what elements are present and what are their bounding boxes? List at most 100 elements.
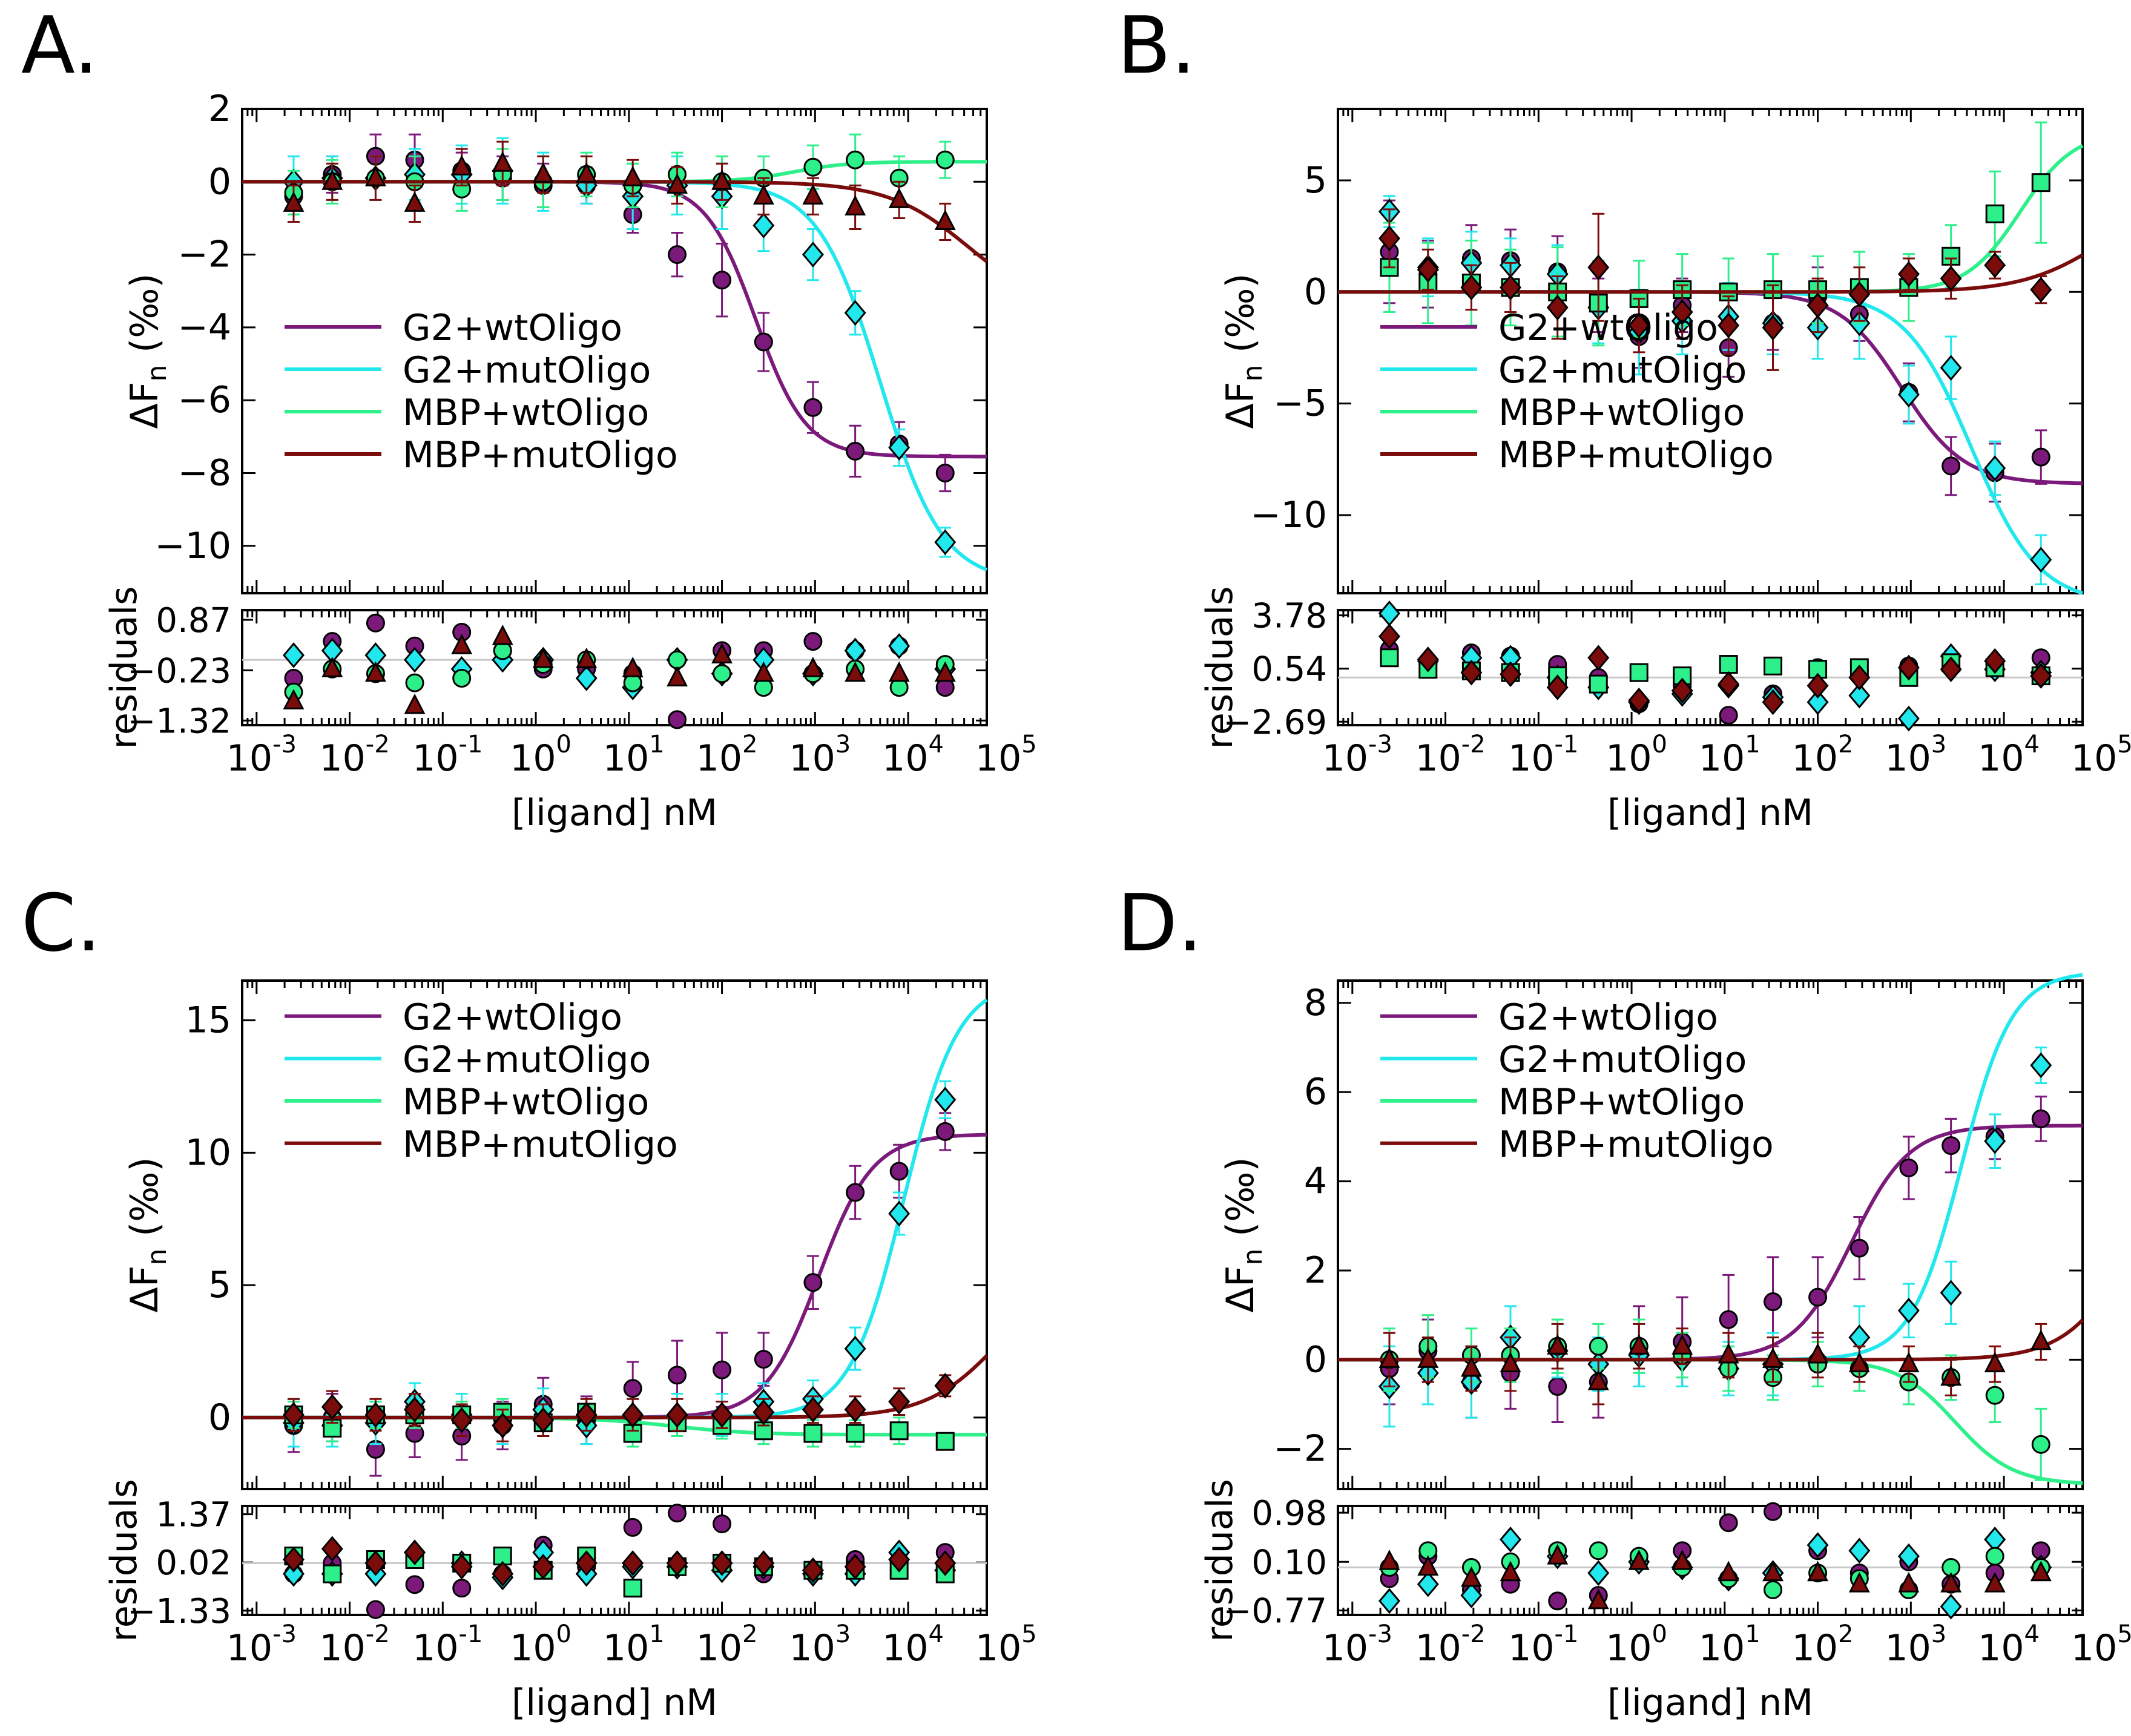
legend-entry: G2+wtOligo — [1498, 307, 1718, 349]
data-point — [532, 1407, 555, 1433]
data-point — [754, 332, 773, 352]
residual-tick-label: 3.78 — [1251, 597, 1327, 636]
x-axis-label: [ligand] nM — [1607, 792, 1813, 834]
data-point — [1762, 314, 1784, 341]
residual-point — [364, 1550, 387, 1576]
y-tick-label: −2 — [1274, 1428, 1327, 1470]
data-point — [668, 1366, 687, 1385]
residual-tick-label: −1.33 — [127, 1592, 231, 1631]
data-point — [1718, 312, 1740, 338]
residual-point — [1671, 677, 1693, 704]
data-point — [1546, 294, 1569, 321]
data-point — [1940, 1280, 1962, 1306]
data-point — [623, 1379, 642, 1398]
data-point — [803, 1424, 823, 1443]
data-point — [1548, 1377, 1567, 1396]
x-tick-label: 102 — [696, 1620, 758, 1669]
residual-point — [1807, 1560, 1829, 1582]
residual-point — [713, 1514, 732, 1534]
residual-point — [802, 1557, 824, 1583]
residual-point — [321, 1536, 343, 1562]
series-mbp-mutoligo — [1338, 208, 2084, 715]
data-point — [1460, 1356, 1482, 1377]
y-tick-label: 8 — [1304, 982, 1327, 1024]
data-point — [1589, 1337, 1608, 1356]
data-point — [492, 151, 513, 172]
x-tick-label: 10-1 — [1508, 731, 1578, 780]
residual-point — [1587, 645, 1610, 671]
panel-b: B. 10-3 10-2 10-1 100 101 102 103 104 105 [ligand]… — [1117, 0, 2131, 834]
residual-point — [1417, 1571, 1439, 1597]
data-point — [1672, 1333, 1693, 1355]
legend-entry: G2+mutOligo — [1498, 1039, 1747, 1081]
residual-point — [1719, 706, 1738, 725]
data-point — [802, 184, 824, 205]
residual-point — [667, 666, 688, 686]
data-point — [934, 529, 957, 556]
legend-entry: MBP+mutOligo — [403, 434, 678, 476]
x-tick-label: 102 — [1792, 731, 1854, 780]
data-point — [1940, 1365, 1962, 1386]
residual-axis-label: residuals — [103, 586, 145, 749]
legend: G2+wtOligoG2+mutOligoMBP+wtOligoMBP+mutO… — [285, 996, 678, 1166]
x-tick-label: 10-2 — [1415, 731, 1485, 780]
residual-tick-label: −0.77 — [1223, 1592, 1327, 1631]
legend-entry: MBP+wtOligo — [1498, 392, 1745, 434]
data-point — [711, 169, 733, 190]
data-point — [753, 1399, 775, 1425]
residual-point — [1897, 1543, 1920, 1570]
residual-point — [711, 1550, 733, 1576]
y-axis-label: ΔFn (‰) — [1218, 273, 1268, 429]
series-g2-wtoligo — [242, 1112, 987, 1619]
y-tick-label: 2 — [208, 88, 231, 130]
y-axis-label: ΔFn (‰) — [122, 273, 173, 429]
data-point — [802, 1396, 824, 1423]
residual-point — [1985, 1547, 2004, 1566]
residual-point — [844, 637, 866, 664]
data-point — [666, 1402, 688, 1428]
y-tick-label: −6 — [178, 379, 231, 421]
data-point — [1807, 292, 1829, 318]
data-point — [1897, 261, 1920, 288]
residual-point — [1762, 689, 1784, 715]
residual-point — [492, 624, 513, 645]
data-point — [364, 1402, 387, 1428]
y-tick-label: 15 — [185, 999, 231, 1042]
residual-point — [1940, 1593, 1962, 1620]
data-point — [1628, 312, 1650, 338]
residual-plot-frame — [241, 609, 988, 726]
legend-entry: MBP+mutOligo — [1498, 434, 1774, 476]
data-point — [1985, 204, 2004, 223]
data-point — [2031, 1109, 2050, 1128]
y-tick-label: −10 — [1250, 494, 1327, 536]
residual-axis-label: residuals — [1199, 1479, 1241, 1642]
fit-curve — [242, 180, 988, 263]
residual-point — [1848, 682, 1871, 709]
residual-point — [1417, 1555, 1439, 1576]
data-point — [1500, 274, 1521, 301]
residual-point — [575, 1550, 598, 1576]
x-tick-label: 10-3 — [1322, 1620, 1392, 1669]
residual-point — [1764, 1502, 1783, 1521]
residual-point — [1807, 1532, 1829, 1558]
data-point — [846, 1183, 865, 1202]
data-point — [934, 209, 956, 230]
residual-point — [1378, 1588, 1400, 1614]
x-tick-label: 10-1 — [1508, 1620, 1578, 1669]
legend: G2+wtOligoG2+mutOligoMBP+wtOligoMBP+mutO… — [1380, 307, 1774, 476]
data-point — [283, 1402, 305, 1428]
residual-point — [1848, 1571, 1870, 1593]
data-point — [404, 191, 426, 212]
data-point — [1898, 1352, 1920, 1373]
residual-point — [1940, 656, 1962, 683]
data-point — [846, 150, 865, 169]
data-point — [711, 1402, 733, 1428]
data-point — [1897, 1297, 1920, 1324]
data-point — [1762, 1347, 1784, 1368]
residual-point — [1718, 1560, 1739, 1582]
data-point — [1807, 1343, 1829, 1364]
data-point — [1587, 254, 1610, 281]
data-point — [2030, 547, 2052, 573]
y-tick-label: −2 — [178, 234, 231, 276]
fit-curve — [1338, 253, 2084, 294]
